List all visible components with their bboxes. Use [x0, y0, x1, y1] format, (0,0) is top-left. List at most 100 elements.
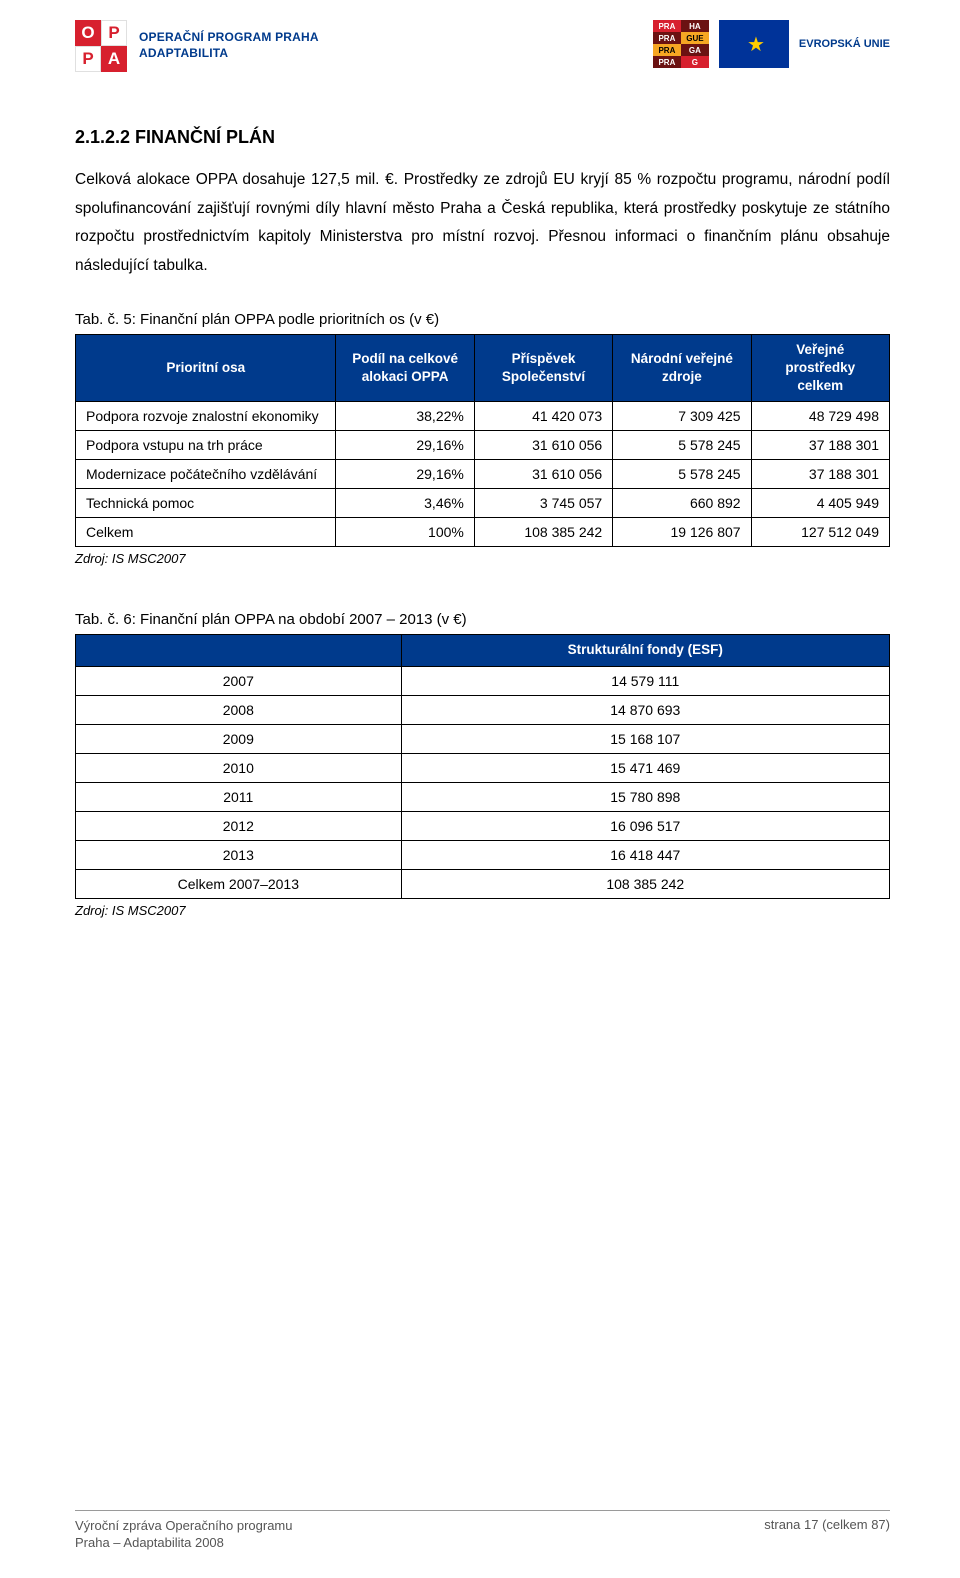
cell-label: Podpora vstupu na trh práce [76, 431, 336, 460]
cell-value: 16 096 517 [401, 811, 889, 840]
cell-year: Celkem 2007–2013 [76, 869, 402, 898]
footer-left-line1: Výroční zpráva Operačního programu [75, 1517, 293, 1535]
cell-year: 2012 [76, 811, 402, 840]
table-row: Podpora vstupu na trh práce29,16%31 610 … [76, 431, 890, 460]
eu-flag-icon: ★ [719, 20, 789, 68]
prague-cell-icon: PRA [653, 32, 681, 44]
cell-label: Technická pomoc [76, 489, 336, 518]
cell-share: 29,16% [336, 431, 474, 460]
logo-right-group: PRA HA PRA GUE PRA GA PRA G ★ EVROPSKÁ U… [653, 20, 890, 68]
table-row: Technická pomoc3,46%3 745 057660 8924 40… [76, 489, 890, 518]
cell-value: 15 780 898 [401, 782, 889, 811]
section-paragraph: Celková alokace OPPA dosahuje 127,5 mil.… [75, 166, 890, 281]
cell-prispevek: 31 610 056 [474, 460, 612, 489]
table-row: Celkem100%108 385 24219 126 807127 512 0… [76, 518, 890, 547]
table-row: 201115 780 898 [76, 782, 890, 811]
table-row: Celkem 2007–2013108 385 242 [76, 869, 890, 898]
eu-text: EVROPSKÁ UNIE [799, 38, 890, 50]
table1-col-narodni: Národní veřejné zdroje [613, 334, 751, 402]
table1-caption: Tab. č. 5: Finanční plán OPPA podle prio… [75, 311, 890, 328]
cell-label: Celkem [76, 518, 336, 547]
table-row: 201316 418 447 [76, 840, 890, 869]
table1-header-row: Prioritní osa Podíl na celkové alokaci O… [76, 334, 890, 402]
cell-year: 2010 [76, 753, 402, 782]
table1-col-verejne: Veřejné prostředky celkem [751, 334, 889, 402]
table-row: 200714 579 111 [76, 666, 890, 695]
oppa-letter-o-icon: O [75, 20, 101, 46]
cell-share: 100% [336, 518, 474, 547]
table1-col-prioritni-osa: Prioritní osa [76, 334, 336, 402]
cell-year: 2013 [76, 840, 402, 869]
cell-value: 15 471 469 [401, 753, 889, 782]
cell-label: Podpora rozvoje znalostní ekonomiky [76, 402, 336, 431]
cell-verejne: 37 188 301 [751, 431, 889, 460]
table1-source: Zdroj: IS MSC2007 [75, 551, 890, 566]
cell-share: 38,22% [336, 402, 474, 431]
page: O P P A OPERAČNÍ PROGRAM PRAHA ADAPTABIL… [0, 0, 960, 1578]
table-row: Podpora rozvoje znalostní ekonomiky38,22… [76, 402, 890, 431]
table2-col-esf: Strukturální fondy (ESF) [401, 635, 889, 666]
cell-share: 3,46% [336, 489, 474, 518]
cell-narodni: 5 578 245 [613, 431, 751, 460]
cell-year: 2008 [76, 695, 402, 724]
cell-year: 2009 [76, 724, 402, 753]
logo-oppa-text: OPERAČNÍ PROGRAM PRAHA ADAPTABILITA [139, 30, 319, 61]
cell-narodni: 660 892 [613, 489, 751, 518]
cell-verejne: 4 405 949 [751, 489, 889, 518]
table1-col-prispevek: Příspěvek Společenství [474, 334, 612, 402]
table-row: 200814 870 693 [76, 695, 890, 724]
table2-col-blank [76, 635, 402, 666]
cell-prispevek: 31 610 056 [474, 431, 612, 460]
cell-value: 108 385 242 [401, 869, 889, 898]
cell-narodni: 19 126 807 [613, 518, 751, 547]
prague-cell-icon: PRA [653, 20, 681, 32]
cell-narodni: 5 578 245 [613, 460, 751, 489]
table2-source: Zdroj: IS MSC2007 [75, 903, 890, 918]
cell-prispevek: 108 385 242 [474, 518, 612, 547]
cell-value: 16 418 447 [401, 840, 889, 869]
cell-value: 15 168 107 [401, 724, 889, 753]
cell-prispevek: 41 420 073 [474, 402, 612, 431]
cell-narodni: 7 309 425 [613, 402, 751, 431]
table2-caption: Tab. č. 6: Finanční plán OPPA na období … [75, 611, 890, 628]
oppa-letter-p1-icon: P [101, 20, 127, 46]
prague-cell-icon: GUE [681, 32, 709, 44]
cell-value: 14 579 111 [401, 666, 889, 695]
footer-right: strana 17 (celkem 87) [764, 1517, 890, 1552]
oppa-text-line1: OPERAČNÍ PROGRAM PRAHA [139, 30, 319, 46]
cell-share: 29,16% [336, 460, 474, 489]
table-row: Modernizace počátečního vzdělávání29,16%… [76, 460, 890, 489]
eu-stars-icon: ★ [747, 32, 761, 57]
prague-cell-icon: GA [681, 44, 709, 56]
table-row: 201216 096 517 [76, 811, 890, 840]
cell-year: 2007 [76, 666, 402, 695]
table1: Prioritní osa Podíl na celkové alokaci O… [75, 334, 890, 548]
prague-cell-icon: PRA [653, 44, 681, 56]
table-row: 200915 168 107 [76, 724, 890, 753]
cell-year: 2011 [76, 782, 402, 811]
cell-prispevek: 3 745 057 [474, 489, 612, 518]
footer-left: Výroční zpráva Operačního programu Praha… [75, 1517, 293, 1552]
footer-left-line2: Praha – Adaptabilita 2008 [75, 1534, 293, 1552]
header-row: O P P A OPERAČNÍ PROGRAM PRAHA ADAPTABIL… [75, 20, 890, 72]
logo-prague: PRA HA PRA GUE PRA GA PRA G [653, 20, 709, 68]
cell-label: Modernizace počátečního vzdělávání [76, 460, 336, 489]
page-footer: Výroční zpráva Operačního programu Praha… [75, 1510, 890, 1552]
oppa-letter-p2-icon: P [75, 46, 101, 72]
cell-verejne: 48 729 498 [751, 402, 889, 431]
table2: Strukturální fondy (ESF) 200714 579 1112… [75, 634, 890, 898]
cell-verejne: 37 188 301 [751, 460, 889, 489]
prague-cell-icon: PRA [653, 56, 681, 68]
table-row: 201015 471 469 [76, 753, 890, 782]
logo-oppa-squares: O P P A [75, 20, 127, 72]
oppa-letter-a-icon: A [101, 46, 127, 72]
logo-oppa: O P P A OPERAČNÍ PROGRAM PRAHA ADAPTABIL… [75, 20, 319, 72]
cell-verejne: 127 512 049 [751, 518, 889, 547]
prague-cell-icon: HA [681, 20, 709, 32]
table2-header-row: Strukturální fondy (ESF) [76, 635, 890, 666]
section-heading: 2.1.2.2 FINANČNÍ PLÁN [75, 127, 890, 148]
cell-value: 14 870 693 [401, 695, 889, 724]
prague-cell-icon: G [681, 56, 709, 68]
table1-col-podil: Podíl na celkové alokaci OPPA [336, 334, 474, 402]
oppa-text-line2: ADAPTABILITA [139, 46, 319, 62]
